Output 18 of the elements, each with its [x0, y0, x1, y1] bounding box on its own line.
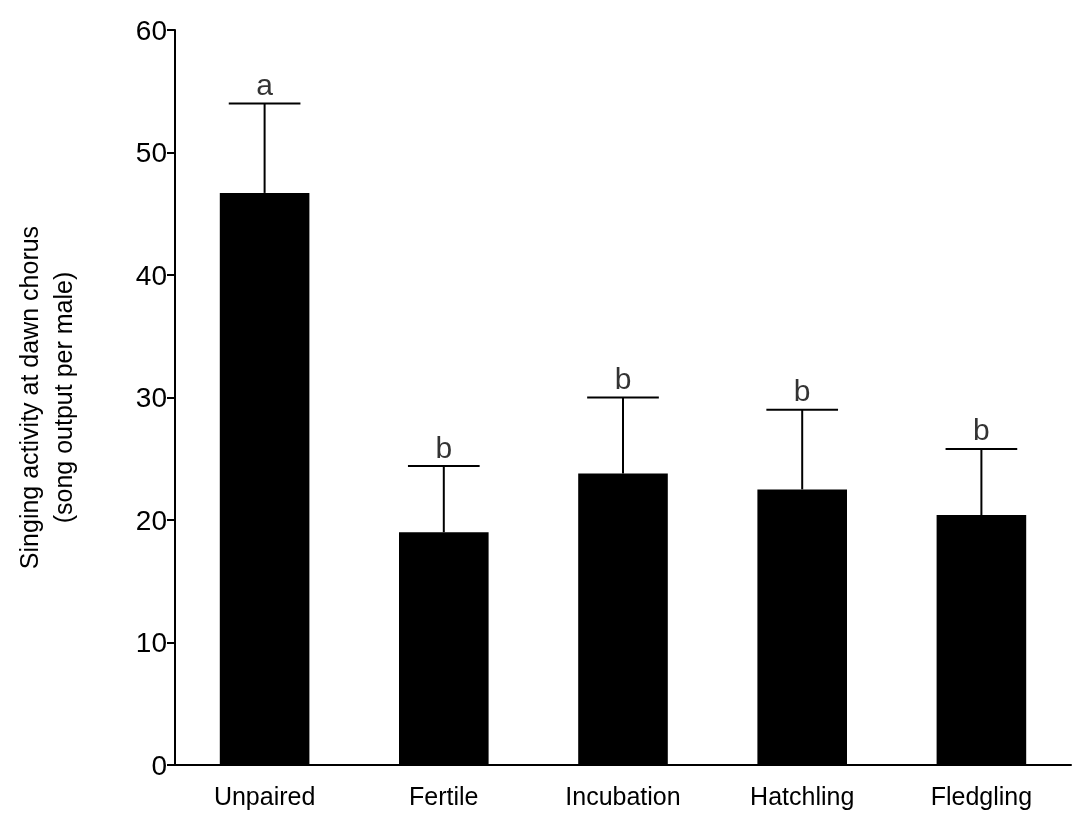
x-tick-label: Incubation: [565, 781, 681, 810]
y-tick-label: 30: [135, 382, 167, 413]
annotation: a: [256, 68, 274, 101]
x-tick-label: Hatchling: [750, 781, 855, 810]
x-tick-label: Fledgling: [930, 781, 1033, 810]
annotation: b: [973, 413, 990, 447]
y-tick-label: 0: [151, 749, 167, 781]
annotation: b: [793, 374, 811, 408]
y-tick-label: 40: [135, 259, 167, 291]
x-tick-label: Fertile: [409, 781, 479, 810]
y-axis-title: Singing activity at dawn chorus (song output per male): [15, 225, 77, 570]
annotation: b: [435, 430, 453, 464]
y-tick-label: 10: [135, 627, 167, 658]
y-tick-label: 20: [135, 504, 167, 536]
y-tick-label: 50: [135, 137, 167, 168]
annotation: b: [614, 362, 632, 395]
y-tick-label: 60: [135, 14, 167, 46]
x-tick-label: Unpaired: [213, 781, 316, 810]
